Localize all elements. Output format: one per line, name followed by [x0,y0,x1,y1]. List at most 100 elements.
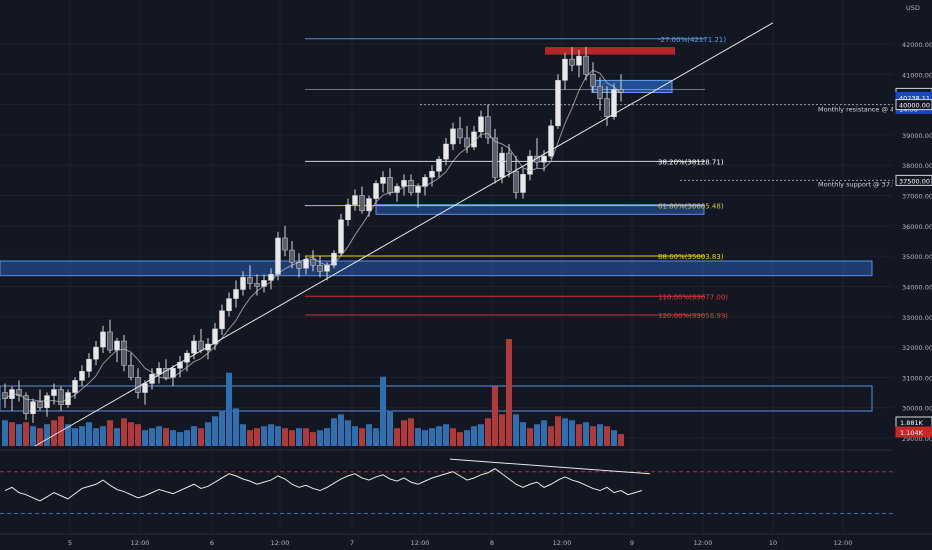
candle-body [338,219,344,254]
volume-bar [366,424,372,446]
price-tick: 41000.00 [902,71,932,79]
moving-average [4,69,622,403]
candle-body [198,340,204,351]
volume-bar [464,430,470,446]
volume-bar [352,426,358,446]
volume-bar [107,420,113,446]
candle-body [373,183,379,199]
volume-bar [373,428,379,446]
time-tick: 12:00 [271,539,290,547]
volume-bar [247,430,253,446]
volume-bar [513,414,519,446]
volume-bar [296,428,302,446]
candle-body [450,128,456,145]
candle-body [310,258,316,266]
volume-bar [583,422,589,446]
candle-body [555,80,561,127]
volume-bar [359,428,365,446]
price-tick: 30000.00 [902,405,932,413]
candle-body [506,152,512,172]
candle-body [520,174,526,193]
candle-body [135,377,141,393]
volume-bar [100,426,106,446]
candle-body [100,331,106,348]
candle-body [79,371,85,381]
candle-body [443,143,449,160]
volume-bar [569,420,575,446]
volume-bar [86,422,92,446]
candle-body [254,283,260,287]
volume-bar [548,426,554,446]
candle-body [219,310,225,330]
volume-bar [282,428,288,446]
candle-body [268,274,274,281]
volume-bar [121,418,127,446]
volume-bar [450,428,456,446]
candle-body [30,401,36,415]
volume-bar [387,410,393,446]
volume-bar [170,430,176,446]
time-tick: 8 [490,539,494,547]
volume-bar [226,372,232,446]
candle-body [597,86,603,99]
volume-bar [212,416,218,446]
time-tick: 6 [210,539,214,547]
candle-body [191,340,197,354]
price-tag [895,99,932,111]
price-tag-text: 40238.11 [899,94,930,102]
volume-bar [394,428,400,446]
fib-label: 88.60%(35003.83) [658,253,724,261]
candle-body [114,340,120,351]
candle-body [345,204,351,221]
volume-bar [597,424,603,446]
candle-body [212,328,218,345]
candle-body [513,171,519,193]
price-tick: 38000.00 [902,162,932,170]
candle-body [107,331,113,351]
fib-label: 110.00%(33677.00) [658,293,728,301]
candle-body [366,198,372,211]
candle-body [436,158,442,172]
volume-bar [163,428,169,446]
candle-body [611,89,617,117]
top-zone [545,47,675,55]
volume-tag-text: 1.881K [900,419,924,427]
candle-body [464,137,470,148]
candle-body [177,361,183,369]
price-tick: 36000.00 [902,223,932,231]
volume-bar [443,424,449,446]
price-tick: 31000.00 [902,374,932,382]
time-tick: 12:00 [694,539,713,547]
volume-bar [156,426,162,446]
time-tick: 9 [630,539,634,547]
volume-bar [44,424,50,446]
volume-bar [317,430,323,446]
volume-bar [233,408,239,446]
volume-bar [324,428,330,446]
candle-body [352,195,358,205]
candle-body [303,258,309,269]
time-tick: 5 [68,539,72,547]
candle-body [324,264,330,272]
volume-bar [492,386,498,446]
price-axis-bg [893,0,932,550]
volume-bar [198,428,204,446]
zone-boxes [0,47,873,412]
candle-body [359,195,365,211]
volume-bar [219,410,225,446]
volume-bar [51,420,57,446]
volume-bar [534,424,540,446]
volume-bar [37,428,43,446]
candle-body [233,289,239,299]
volume-bar [380,376,386,446]
volume-bar [142,430,148,446]
candle-body [121,340,127,366]
candle-body [478,116,484,133]
candle-body [576,55,582,66]
candles [2,47,624,423]
volume-bar [541,420,547,446]
volume-bar [310,432,316,446]
price-tick: 32000.00 [902,344,932,352]
currency-label: USD [906,4,920,12]
